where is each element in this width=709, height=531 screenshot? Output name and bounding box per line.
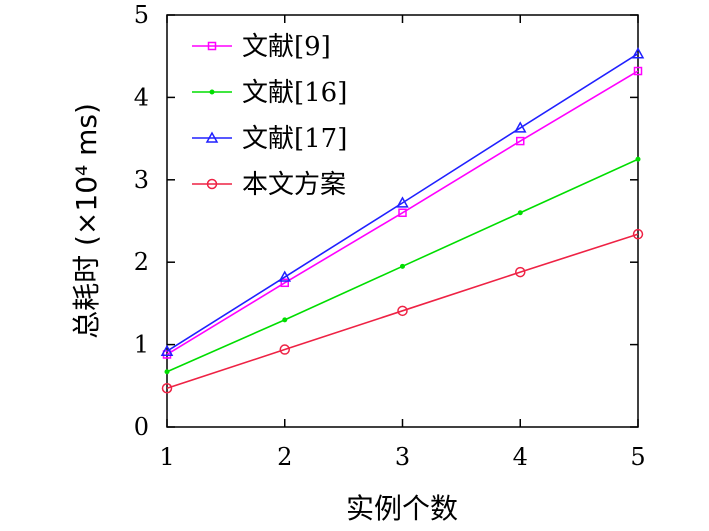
legend-entry: 文献[9] bbox=[192, 32, 331, 62]
legend-entry: 文献[16] bbox=[192, 78, 347, 108]
x-tick-label: 1 bbox=[159, 443, 174, 471]
data-point bbox=[282, 317, 288, 323]
data-point bbox=[398, 208, 407, 218]
y-tick-label: 0 bbox=[134, 413, 149, 441]
data-point bbox=[515, 266, 526, 278]
series-line bbox=[166, 70, 639, 356]
y-tick-label: 1 bbox=[134, 331, 149, 359]
y-tick-label: 3 bbox=[134, 166, 149, 194]
x-axis-title: 实例个数 bbox=[346, 492, 458, 525]
data-point bbox=[278, 270, 292, 282]
data-point bbox=[161, 383, 173, 394]
legend-label: 文献[16] bbox=[242, 78, 347, 108]
legend-label: 文献[9] bbox=[242, 32, 331, 62]
data-point bbox=[631, 47, 645, 59]
series-4 bbox=[161, 228, 644, 394]
data-point bbox=[280, 278, 289, 288]
legend-marker bbox=[205, 131, 219, 143]
legend: 文献[9] 文献[16] 文献[17] 本文方案 bbox=[192, 32, 347, 200]
data-point bbox=[513, 121, 527, 133]
data-point bbox=[516, 136, 525, 146]
legend-label: 本文方案 bbox=[242, 170, 346, 200]
data-point bbox=[633, 66, 643, 76]
legend-entry: 本文方案 bbox=[192, 170, 346, 200]
data-point bbox=[279, 344, 290, 355]
data-point bbox=[160, 344, 174, 356]
data-point bbox=[400, 263, 405, 269]
legend-label: 文献[17] bbox=[242, 124, 347, 154]
y-axis-title: 总耗时 (×10⁴ ms) bbox=[70, 103, 103, 339]
y-tick-label: 5 bbox=[134, 1, 149, 29]
series-3 bbox=[160, 47, 645, 356]
data-point bbox=[164, 369, 170, 375]
legend-marker bbox=[209, 89, 215, 95]
data-point bbox=[396, 196, 409, 208]
y-tick-label: 4 bbox=[134, 83, 149, 111]
x-tick-label: 2 bbox=[277, 443, 292, 471]
x-tick-label: 4 bbox=[513, 443, 528, 471]
series-line bbox=[166, 53, 639, 352]
data-point bbox=[632, 228, 644, 240]
data-point bbox=[397, 305, 408, 317]
x-tick-label: 5 bbox=[630, 443, 645, 471]
series-2 bbox=[164, 156, 641, 375]
legend-entry: 文献[17] bbox=[192, 124, 347, 154]
series-1 bbox=[162, 66, 643, 359]
data-point bbox=[517, 210, 523, 216]
legend-marker bbox=[206, 178, 218, 190]
data-point bbox=[635, 156, 641, 162]
legend-marker bbox=[207, 41, 217, 51]
series-line bbox=[166, 233, 639, 390]
y-tick-label: 2 bbox=[134, 248, 149, 276]
x-tick-label: 3 bbox=[395, 443, 410, 471]
series-layer bbox=[160, 47, 645, 394]
